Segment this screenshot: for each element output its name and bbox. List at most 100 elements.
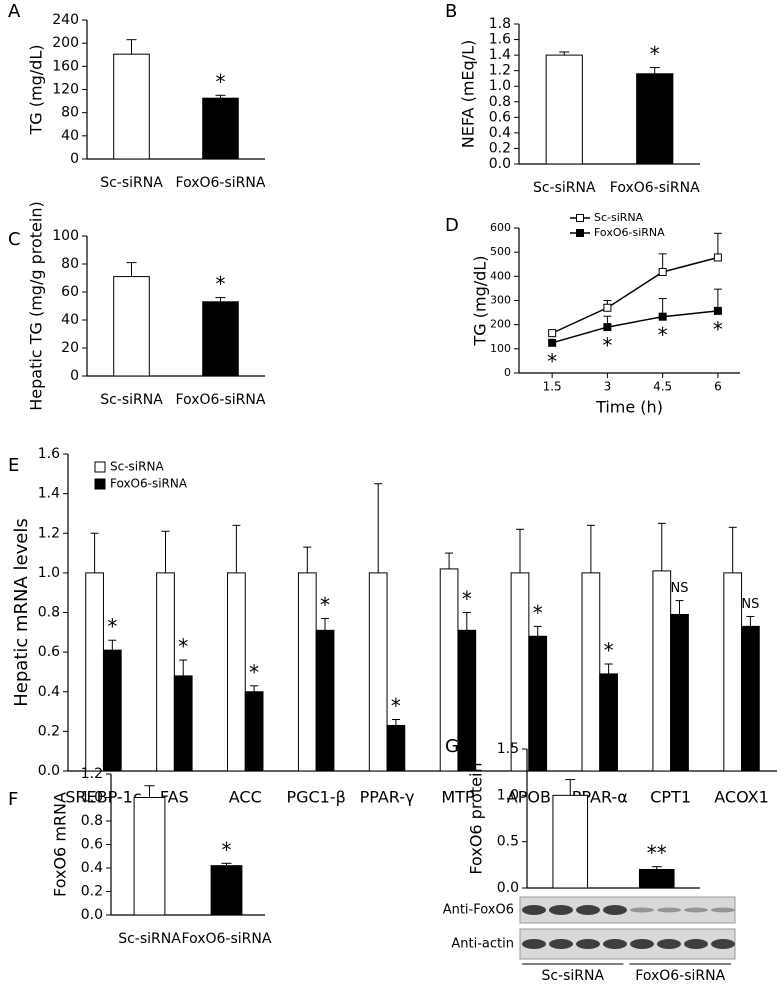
y-tick-label: 1.2 (38, 525, 60, 541)
error-bar (221, 862, 232, 866)
y-tick-label: 0.4 (38, 684, 60, 700)
error-bar (746, 615, 755, 627)
y-tick-label: 500 (490, 245, 511, 258)
x-tick-label: 6 (714, 380, 722, 394)
y-tick-label: 0 (504, 366, 511, 379)
bar (368, 572, 388, 772)
legend-marker (576, 214, 584, 222)
error-bar (651, 866, 662, 870)
y-axis-label: NEFA (mEq/L) (459, 40, 478, 148)
x-tick-label: PPAR-γ (360, 788, 415, 807)
bar (386, 724, 406, 772)
x-tick-label: FoxO6-siRNA (182, 931, 272, 947)
error-bar (179, 659, 188, 676)
marker (603, 323, 612, 332)
group-label: FoxO6-siRNA (635, 968, 725, 984)
error-bar (250, 685, 259, 692)
x-tick-label: APOB (507, 788, 551, 807)
x-tick-label: MTP (441, 788, 475, 807)
bar (528, 635, 548, 772)
significance-mark: * (178, 635, 188, 659)
y-tick-label: 0.0 (81, 907, 103, 923)
bar (133, 797, 166, 916)
bar (638, 868, 675, 889)
y-tick-label: 400 (490, 269, 511, 282)
y-tick-label: 1.0 (38, 565, 60, 581)
blot-band (522, 939, 546, 949)
y-tick-label: 1.2 (81, 766, 103, 782)
error-bar (144, 785, 155, 798)
y-tick-label: 1.8 (489, 16, 511, 32)
y-tick-label: 1.2 (489, 63, 511, 79)
error-bar (374, 483, 383, 573)
y-tick-label: 1.5 (497, 741, 519, 757)
blot-band (684, 907, 708, 913)
group-label: Sc-siRNA (541, 968, 604, 984)
legend-label: FoxO6-siRNA (594, 226, 665, 239)
marker (713, 253, 722, 262)
x-tick-label: FAS (160, 788, 189, 807)
y-tick-label: 0.6 (81, 837, 103, 853)
y-tick-label: 0.8 (81, 813, 103, 829)
significance-mark: NS (671, 581, 689, 596)
blot-band (549, 939, 573, 949)
y-axis-label: FoxO6 protein (467, 762, 486, 874)
legend-label: FoxO6-siRNA (110, 477, 188, 491)
significance-mark: * (713, 317, 723, 341)
y-tick-label: 0.6 (489, 109, 511, 125)
error-bar (391, 718, 400, 726)
error-bar (515, 528, 524, 573)
y-tick-label: 40 (61, 312, 79, 328)
error-bar (108, 639, 117, 651)
significance-mark: * (547, 349, 557, 373)
error-bar (713, 232, 722, 258)
legend-marker (576, 229, 584, 237)
legend-label: Sc-siRNA (594, 211, 644, 224)
y-tick-label: 0.2 (81, 884, 103, 900)
x-tick-label: Sc-siRNA (533, 180, 596, 196)
bar (297, 572, 317, 772)
bar (102, 649, 122, 772)
bar (723, 572, 743, 772)
y-tick-label: 0.8 (38, 605, 60, 621)
x-tick-label: Sc-siRNA (100, 392, 163, 408)
x-tick-label: 3 (604, 380, 612, 394)
x-tick-label: Sc-siRNA (118, 931, 181, 947)
error-bar (126, 262, 137, 277)
error-bar (657, 522, 666, 571)
panel-label: F (8, 789, 18, 810)
bar (113, 276, 150, 377)
legend-swatch (94, 478, 106, 490)
y-tick-label: 0.5 (497, 834, 519, 850)
y-tick-label: 1.6 (38, 446, 60, 462)
bar (156, 572, 175, 772)
error-bar (675, 600, 684, 615)
blot-band (657, 907, 681, 913)
x-tick-label: 4.5 (653, 380, 672, 394)
blot-band (603, 905, 627, 915)
bar (670, 613, 689, 772)
bar (457, 629, 477, 772)
x-tick-label: CPT1 (650, 788, 691, 807)
legend-label: Sc-siRNA (110, 460, 164, 474)
panel-label: E (8, 455, 19, 476)
blot-band (522, 905, 546, 915)
x-tick-label: FoxO6-siRNA (176, 392, 266, 408)
x-tick-label: FoxO6-siRNA (610, 180, 700, 196)
bar (85, 572, 104, 772)
bar (581, 572, 601, 772)
series-line (551, 256, 719, 334)
y-tick-label: 1.0 (497, 787, 519, 803)
x-tick-label: 1.5 (543, 380, 562, 394)
x-tick-label: FoxO6-siRNA (176, 175, 266, 191)
y-axis-label: FoxO6 mRNA (51, 792, 70, 897)
blot-band (630, 939, 654, 949)
blot-band (603, 939, 627, 949)
bar (636, 73, 674, 165)
bar (315, 629, 335, 772)
bar (210, 865, 243, 916)
bar (545, 54, 583, 165)
y-axis-label: Hepatic mRNA levels (11, 518, 32, 706)
bar (227, 572, 246, 772)
